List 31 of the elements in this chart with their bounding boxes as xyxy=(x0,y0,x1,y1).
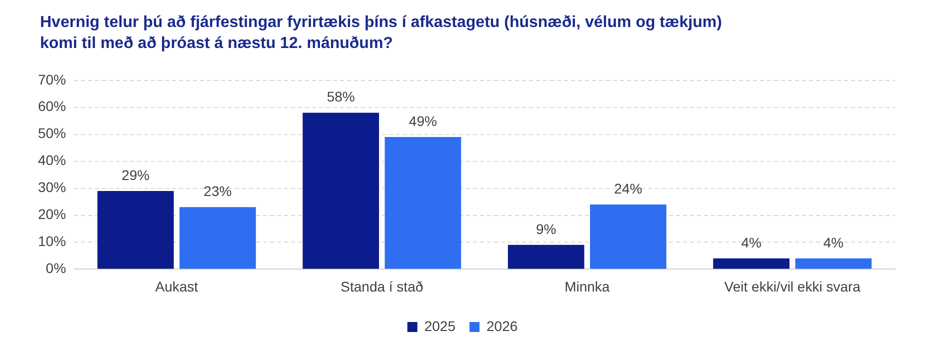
bar xyxy=(590,204,666,269)
bar xyxy=(302,112,380,269)
y-tick-label: 50% xyxy=(38,125,66,142)
y-tick-label: 70% xyxy=(38,71,66,88)
data-label: 4% xyxy=(741,234,762,250)
bar xyxy=(795,258,872,269)
data-label: 4% xyxy=(823,234,844,250)
x-tick-label: Minnka xyxy=(564,278,610,294)
data-label: 58% xyxy=(326,88,355,105)
bar xyxy=(384,137,462,269)
data-label: 49% xyxy=(408,112,437,129)
legend-label: 2026 xyxy=(486,318,518,334)
bar xyxy=(97,190,174,269)
y-tick-label: 40% xyxy=(38,152,66,168)
data-label: 29% xyxy=(122,166,150,183)
bar xyxy=(713,258,790,269)
bar xyxy=(508,244,584,269)
y-tick-label: 30% xyxy=(38,179,66,196)
data-label: 23% xyxy=(204,183,232,200)
chart-title: Hvernig telur þú að fjárfestingar fyrirtækis þíns í afkastagetu (húsnæði, vélum og tækjum) komi til með að þróast á næstu 12. mánuðum? xyxy=(40,13,723,54)
bar xyxy=(180,207,256,269)
data-label: 9% xyxy=(536,220,556,237)
y-tick-label: 10% xyxy=(38,233,66,250)
y-tick-label: 20% xyxy=(38,206,66,222)
x-tick-label: Veit ekki/vil ekki svara xyxy=(724,278,861,294)
y-tick-label: 0% xyxy=(46,260,66,276)
x-tick-label: Standa í stað xyxy=(340,278,424,294)
y-tick-label: 60% xyxy=(38,98,66,114)
data-label: 24% xyxy=(614,180,642,196)
x-tick-label: Aukast xyxy=(155,278,198,294)
legend-label: 2025 xyxy=(424,318,456,334)
